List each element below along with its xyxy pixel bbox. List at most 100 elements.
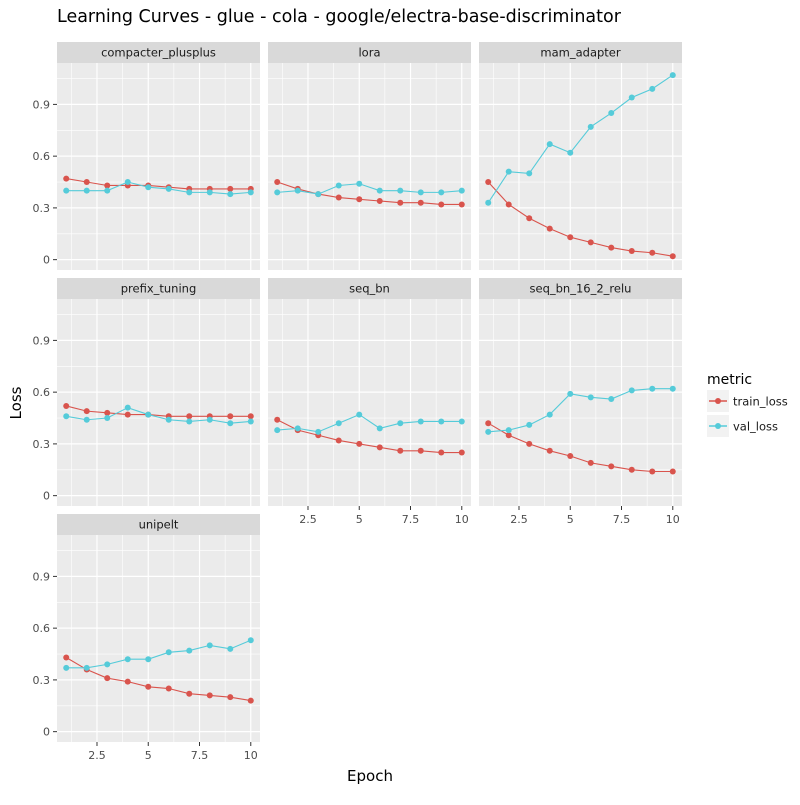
point-train-loss <box>274 416 281 423</box>
point-val-loss <box>526 170 533 177</box>
point-val-loss <box>206 642 213 649</box>
point-val-loss <box>186 647 193 654</box>
point-val-loss <box>227 420 234 427</box>
point-val-loss <box>83 664 90 671</box>
point-val-loss <box>145 656 152 663</box>
facet-seq-bn-16-2-relu: seq_bn_16_2_relu 2.5 5 7.5 10 <box>479 278 682 526</box>
point-val-loss <box>417 418 424 425</box>
x-axis-title: Epoch <box>347 767 393 785</box>
point-train-loss <box>227 694 234 701</box>
y-tick-label: 0.3 <box>33 438 51 451</box>
facet-strip <box>479 278 682 299</box>
point-train-loss <box>458 449 465 456</box>
facet-strip <box>57 514 260 535</box>
point-train-loss <box>546 225 553 232</box>
point-train-loss <box>628 466 635 473</box>
point-train-loss <box>587 239 594 246</box>
point-val-loss <box>335 182 342 189</box>
x-tick-label: 7.5 <box>402 513 420 526</box>
legend-entry-train-loss: train_loss <box>707 390 788 412</box>
point-train-loss <box>83 408 90 415</box>
point-train-loss <box>417 199 424 206</box>
facet-strip <box>57 278 260 299</box>
point-train-loss <box>206 692 213 699</box>
point-train-loss <box>227 413 234 420</box>
point-train-loss <box>63 654 70 661</box>
point-val-loss <box>274 189 281 196</box>
point-val-loss <box>83 187 90 194</box>
point-val-loss <box>247 189 254 196</box>
point-train-loss <box>376 198 383 204</box>
point-val-loss <box>649 385 656 392</box>
point-val-loss <box>485 199 492 206</box>
point-val-loss <box>227 645 234 652</box>
point-val-loss <box>376 187 383 194</box>
y-tick-label: 0 <box>43 254 50 267</box>
y-tick-label: 0.6 <box>33 622 51 635</box>
point-val-loss <box>145 411 152 418</box>
point-val-loss <box>104 661 111 668</box>
series-line-train-loss <box>66 405 251 417</box>
point-val-loss <box>587 394 594 401</box>
y-tick-label: 0.9 <box>33 334 51 347</box>
point-val-loss <box>628 94 635 101</box>
series-line-val-loss <box>66 181 251 195</box>
point-train-loss <box>485 179 492 186</box>
point-train-loss <box>145 683 152 690</box>
panel-background <box>479 299 682 506</box>
point-val-loss <box>63 664 70 671</box>
y-tick-label: 0 <box>43 490 50 503</box>
point-val-loss <box>104 187 111 194</box>
point-val-loss <box>438 189 445 196</box>
facet-seq-bn: seq_bn 2.5 5 7.5 10 <box>268 278 471 526</box>
point-train-loss <box>227 185 234 192</box>
series-line-val-loss <box>277 413 462 433</box>
point-val-loss <box>567 390 574 397</box>
facet-strip-label: lora <box>358 46 380 60</box>
point-val-loss <box>165 649 172 656</box>
x-tick-label: 2.5 <box>510 513 528 526</box>
x-tick-label: 10 <box>244 749 258 762</box>
point-train-loss <box>438 449 445 456</box>
legend-title: metric <box>707 372 752 388</box>
legend: metric train_loss val_loss <box>707 372 788 437</box>
point-val-loss <box>356 411 363 418</box>
point-val-loss <box>526 421 533 428</box>
panel-background <box>57 63 260 270</box>
point-val-loss <box>274 427 281 434</box>
point-val-loss <box>315 191 322 198</box>
point-train-loss <box>124 678 131 685</box>
point-val-loss <box>104 415 111 422</box>
y-tick-label: 0.6 <box>33 386 51 399</box>
y-tick-label: 0.9 <box>33 570 51 583</box>
facet-strip-label: unipelt <box>139 518 179 532</box>
y-tick-label: 0.3 <box>33 674 51 687</box>
point-train-loss <box>526 440 533 447</box>
x-tick-label: 5 <box>356 513 363 526</box>
point-train-loss <box>438 201 445 208</box>
x-tick-label: 10 <box>455 513 469 526</box>
point-train-loss <box>165 685 172 692</box>
series-line-val-loss <box>488 388 673 433</box>
y-axis-title: Loss <box>7 386 25 419</box>
point-train-loss <box>505 201 512 208</box>
point-val-loss <box>247 637 254 644</box>
point-train-loss <box>397 447 404 454</box>
facet-strip <box>268 42 471 63</box>
point-val-loss <box>165 416 172 423</box>
point-val-loss <box>458 418 465 425</box>
point-val-loss <box>124 404 131 411</box>
point-val-loss <box>206 189 213 196</box>
point-train-loss <box>417 447 424 454</box>
series-line-val-loss <box>66 639 251 669</box>
facet-strip-label: mam_adapter <box>540 46 620 60</box>
point-train-loss <box>669 468 676 475</box>
point-train-loss <box>567 234 574 241</box>
x-tick-label: 7.5 <box>191 749 209 762</box>
series-line-train-loss <box>277 181 462 205</box>
facet-unipelt: unipelt 0 0.3 0.6 0.9 2.5 5 7.5 10 <box>33 514 260 762</box>
point-train-loss <box>376 444 383 451</box>
point-train-loss <box>485 420 492 427</box>
point-val-loss <box>63 187 70 194</box>
